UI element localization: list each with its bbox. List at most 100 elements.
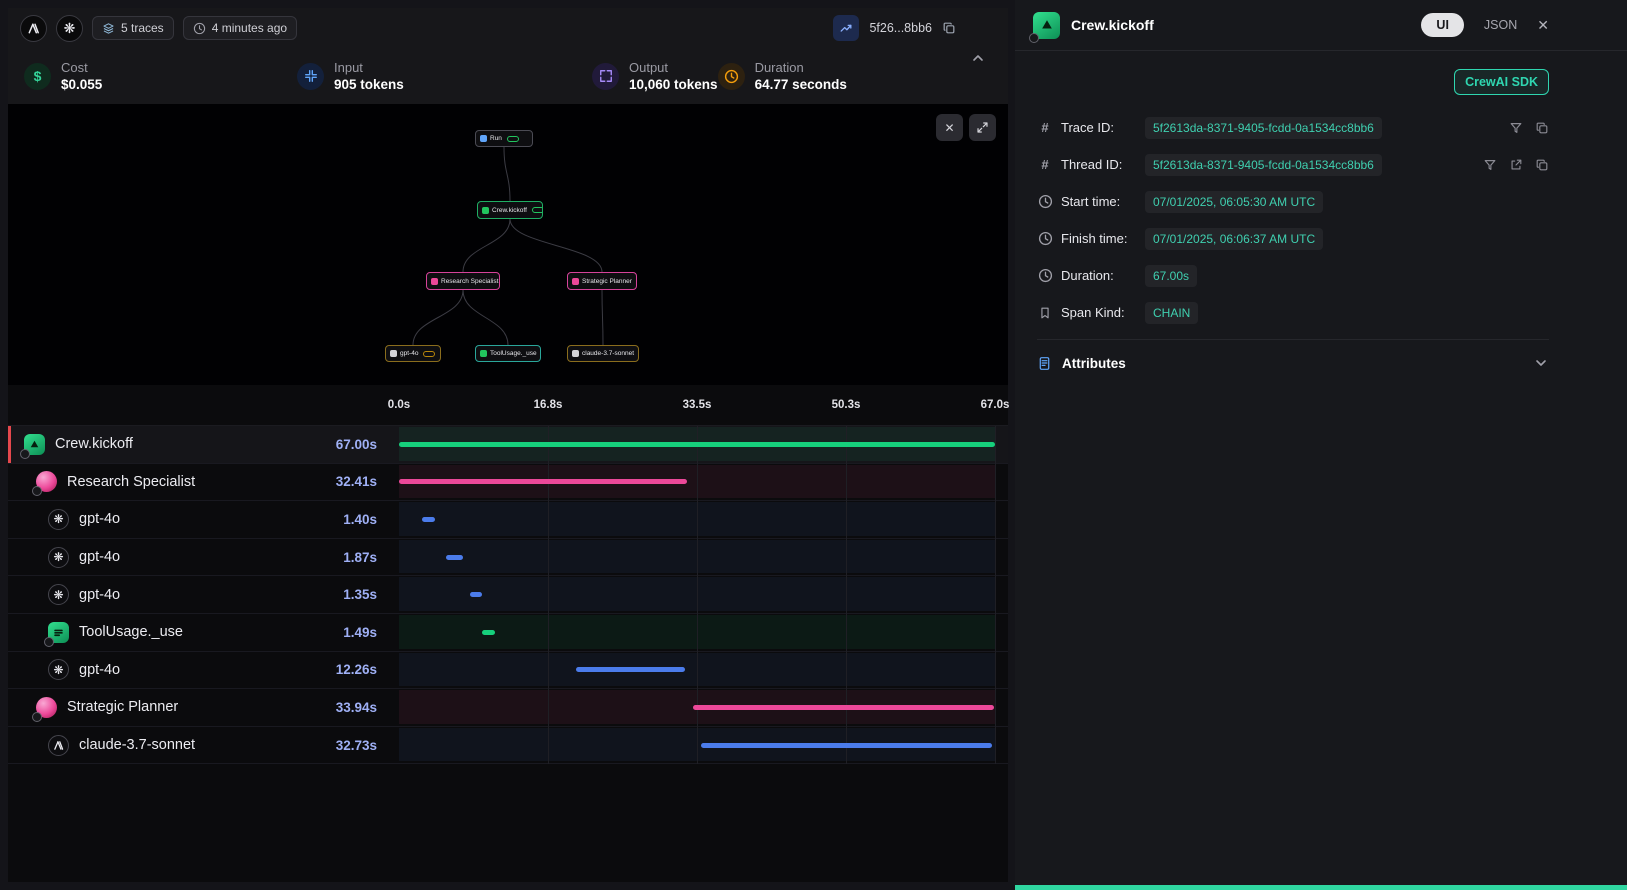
span-name: Research Specialist xyxy=(67,474,195,490)
detail-value[interactable]: 67.00s xyxy=(1145,265,1197,287)
crew-icon xyxy=(1033,12,1060,39)
graph-node[interactable]: Strategic Planner xyxy=(567,272,637,290)
detail-value[interactable]: 5f2613da-8371-9405-fcdd-0a1534cc8bb6 xyxy=(1145,117,1382,139)
row-name-col: Crew.kickoff67.00s xyxy=(8,434,391,455)
span-duration: 1.35s xyxy=(343,587,391,602)
attributes-section[interactable]: Attributes xyxy=(1037,340,1549,386)
span-bar[interactable] xyxy=(701,743,992,748)
row-name-col: Research Specialist32.41s xyxy=(8,471,391,492)
openai-icon: ❋ xyxy=(48,547,69,568)
stat-label: Duration xyxy=(755,60,847,75)
details-header: Crew.kickoff UI JSON ✕ xyxy=(1015,0,1627,50)
sdk-badge: CrewAI SDK xyxy=(1454,69,1549,95)
filter-icon[interactable] xyxy=(1483,158,1497,172)
timeline-row[interactable]: Strategic Planner33.94s xyxy=(8,689,1008,727)
axis-tick: 50.3s xyxy=(832,399,861,411)
details-tabs: UI JSON ✕ xyxy=(1421,13,1549,37)
detail-value[interactable]: 5f2613da-8371-9405-fcdd-0a1534cc8bb6 xyxy=(1145,154,1382,176)
instrument-badge-icon xyxy=(20,449,30,459)
detail-value[interactable]: CHAIN xyxy=(1145,302,1198,324)
graph-node[interactable]: Run xyxy=(475,130,533,147)
detail-label: Trace ID: xyxy=(1061,120,1145,135)
tab-json[interactable]: JSON xyxy=(1484,18,1517,32)
span-name: gpt-4o xyxy=(79,587,120,603)
span-bar[interactable] xyxy=(482,630,495,635)
clock-icon xyxy=(1037,231,1053,246)
node-chip xyxy=(532,207,543,213)
timeline-row[interactable]: Crew.kickoff67.00s xyxy=(8,426,1008,464)
timeline-row[interactable]: ToolUsage._use1.49s xyxy=(8,614,1008,652)
span-bar[interactable] xyxy=(470,592,482,597)
close-panel-icon[interactable]: ✕ xyxy=(1537,17,1549,34)
instrument-badge-icon xyxy=(44,637,54,647)
time-ago-label: 4 minutes ago xyxy=(212,21,287,35)
span-name: gpt-4o xyxy=(79,511,120,527)
close-graph-icon[interactable]: ✕ xyxy=(936,114,963,141)
tab-ui[interactable]: UI xyxy=(1421,13,1464,37)
timeline-row[interactable]: ❋gpt-4o12.26s xyxy=(8,652,1008,690)
openai-logo-icon: ❋ xyxy=(56,15,83,42)
filter-icon[interactable] xyxy=(1509,121,1523,135)
row-name-col: ❋gpt-4o1.87s xyxy=(8,547,391,568)
stat-label: Cost xyxy=(61,60,102,75)
graph-node[interactable]: claude-3.7-sonnet xyxy=(567,345,639,362)
node-icon xyxy=(390,350,397,357)
trace-graph: ✕ Run Crew.kickoff Research Specialist Stra… xyxy=(8,104,1008,385)
detail-value[interactable]: 07/01/2025, 06:05:30 AM UTC xyxy=(1145,191,1323,213)
graph-node[interactable]: Crew.kickoff xyxy=(477,201,543,219)
chevron-down-icon[interactable] xyxy=(1533,355,1549,371)
external-icon[interactable] xyxy=(1509,158,1523,172)
time-ago-badge[interactable]: 4 minutes ago xyxy=(183,16,297,40)
node-chip xyxy=(423,351,435,357)
span-duration: 1.87s xyxy=(343,550,391,565)
stat-input: Input905 tokens xyxy=(297,60,592,92)
copy-icon[interactable] xyxy=(1535,158,1549,172)
detail-label: Finish time: xyxy=(1061,231,1145,246)
copy-icon[interactable] xyxy=(942,21,956,35)
span-bar[interactable] xyxy=(576,667,685,672)
span-name: Strategic Planner xyxy=(67,699,178,715)
span-bar[interactable] xyxy=(399,479,687,484)
copy-icon[interactable] xyxy=(1535,121,1549,135)
timeline-row[interactable]: ❋gpt-4o1.35s xyxy=(8,576,1008,614)
graph-node[interactable]: ToolUsage._use xyxy=(475,345,541,362)
trend-chart-icon[interactable] xyxy=(833,15,859,41)
detail-label: Duration: xyxy=(1061,268,1145,283)
detail-row-finish-time: Finish time:07/01/2025, 06:06:37 AM UTC xyxy=(1037,220,1549,257)
span-bar[interactable] xyxy=(422,517,434,522)
detail-value[interactable]: 07/01/2025, 06:06:37 AM UTC xyxy=(1145,228,1323,250)
panel-accent-strip xyxy=(1015,885,1627,890)
trace-id-group: 5f26...8bb6 xyxy=(833,15,996,41)
timeline-row[interactable]: Research Specialist32.41s xyxy=(8,464,1008,502)
details-panel: Crew.kickoff UI JSON ✕ CrewAI SDK #Trace… xyxy=(1015,0,1627,890)
detail-row-duration: Duration:67.00s xyxy=(1037,257,1549,294)
instrument-badge-icon xyxy=(1029,33,1039,43)
node-icon xyxy=(480,350,487,357)
detail-label: Thread ID: xyxy=(1061,157,1145,172)
span-duration: 67.00s xyxy=(336,437,391,452)
span-bar[interactable] xyxy=(399,442,995,447)
input-icon xyxy=(297,63,324,90)
trace-top-bar: ❋ 5 traces 4 minutes ago 5f26...8bb6 xyxy=(8,8,1008,48)
timeline-row[interactable]: claude-3.7-sonnet32.73s xyxy=(8,727,1008,765)
graph-node[interactable]: gpt-4o xyxy=(385,345,441,362)
node-label: ToolUsage._use xyxy=(490,350,537,357)
expand-graph-icon[interactable] xyxy=(969,114,996,141)
timeline-row[interactable]: ❋gpt-4o1.87s xyxy=(8,539,1008,577)
details-body: CrewAI SDK #Trace ID:5f2613da-8371-9405-… xyxy=(1015,51,1627,386)
trace-header-block: ❋ 5 traces 4 minutes ago 5f26...8bb6 $Co… xyxy=(8,8,1008,104)
node-label: Crew.kickoff xyxy=(492,207,527,214)
stat-duration: Duration64.77 seconds xyxy=(718,60,847,92)
span-bar[interactable] xyxy=(446,555,463,560)
span-bar[interactable] xyxy=(693,705,995,710)
detail-actions xyxy=(1509,121,1549,135)
collapse-chevron-icon[interactable] xyxy=(970,50,986,66)
detail-rows: #Trace ID:5f2613da-8371-9405-fcdd-0a1534… xyxy=(1037,109,1549,331)
node-label: gpt-4o xyxy=(400,350,418,357)
detail-row-start-time: Start time:07/01/2025, 06:05:30 AM UTC xyxy=(1037,183,1549,220)
span-name: ToolUsage._use xyxy=(79,624,183,640)
traces-count-badge[interactable]: 5 traces xyxy=(92,16,174,40)
timeline-row[interactable]: ❋gpt-4o1.40s xyxy=(8,501,1008,539)
graph-node[interactable]: Research Specialist xyxy=(426,272,500,290)
row-name-col: Strategic Planner33.94s xyxy=(8,697,391,718)
